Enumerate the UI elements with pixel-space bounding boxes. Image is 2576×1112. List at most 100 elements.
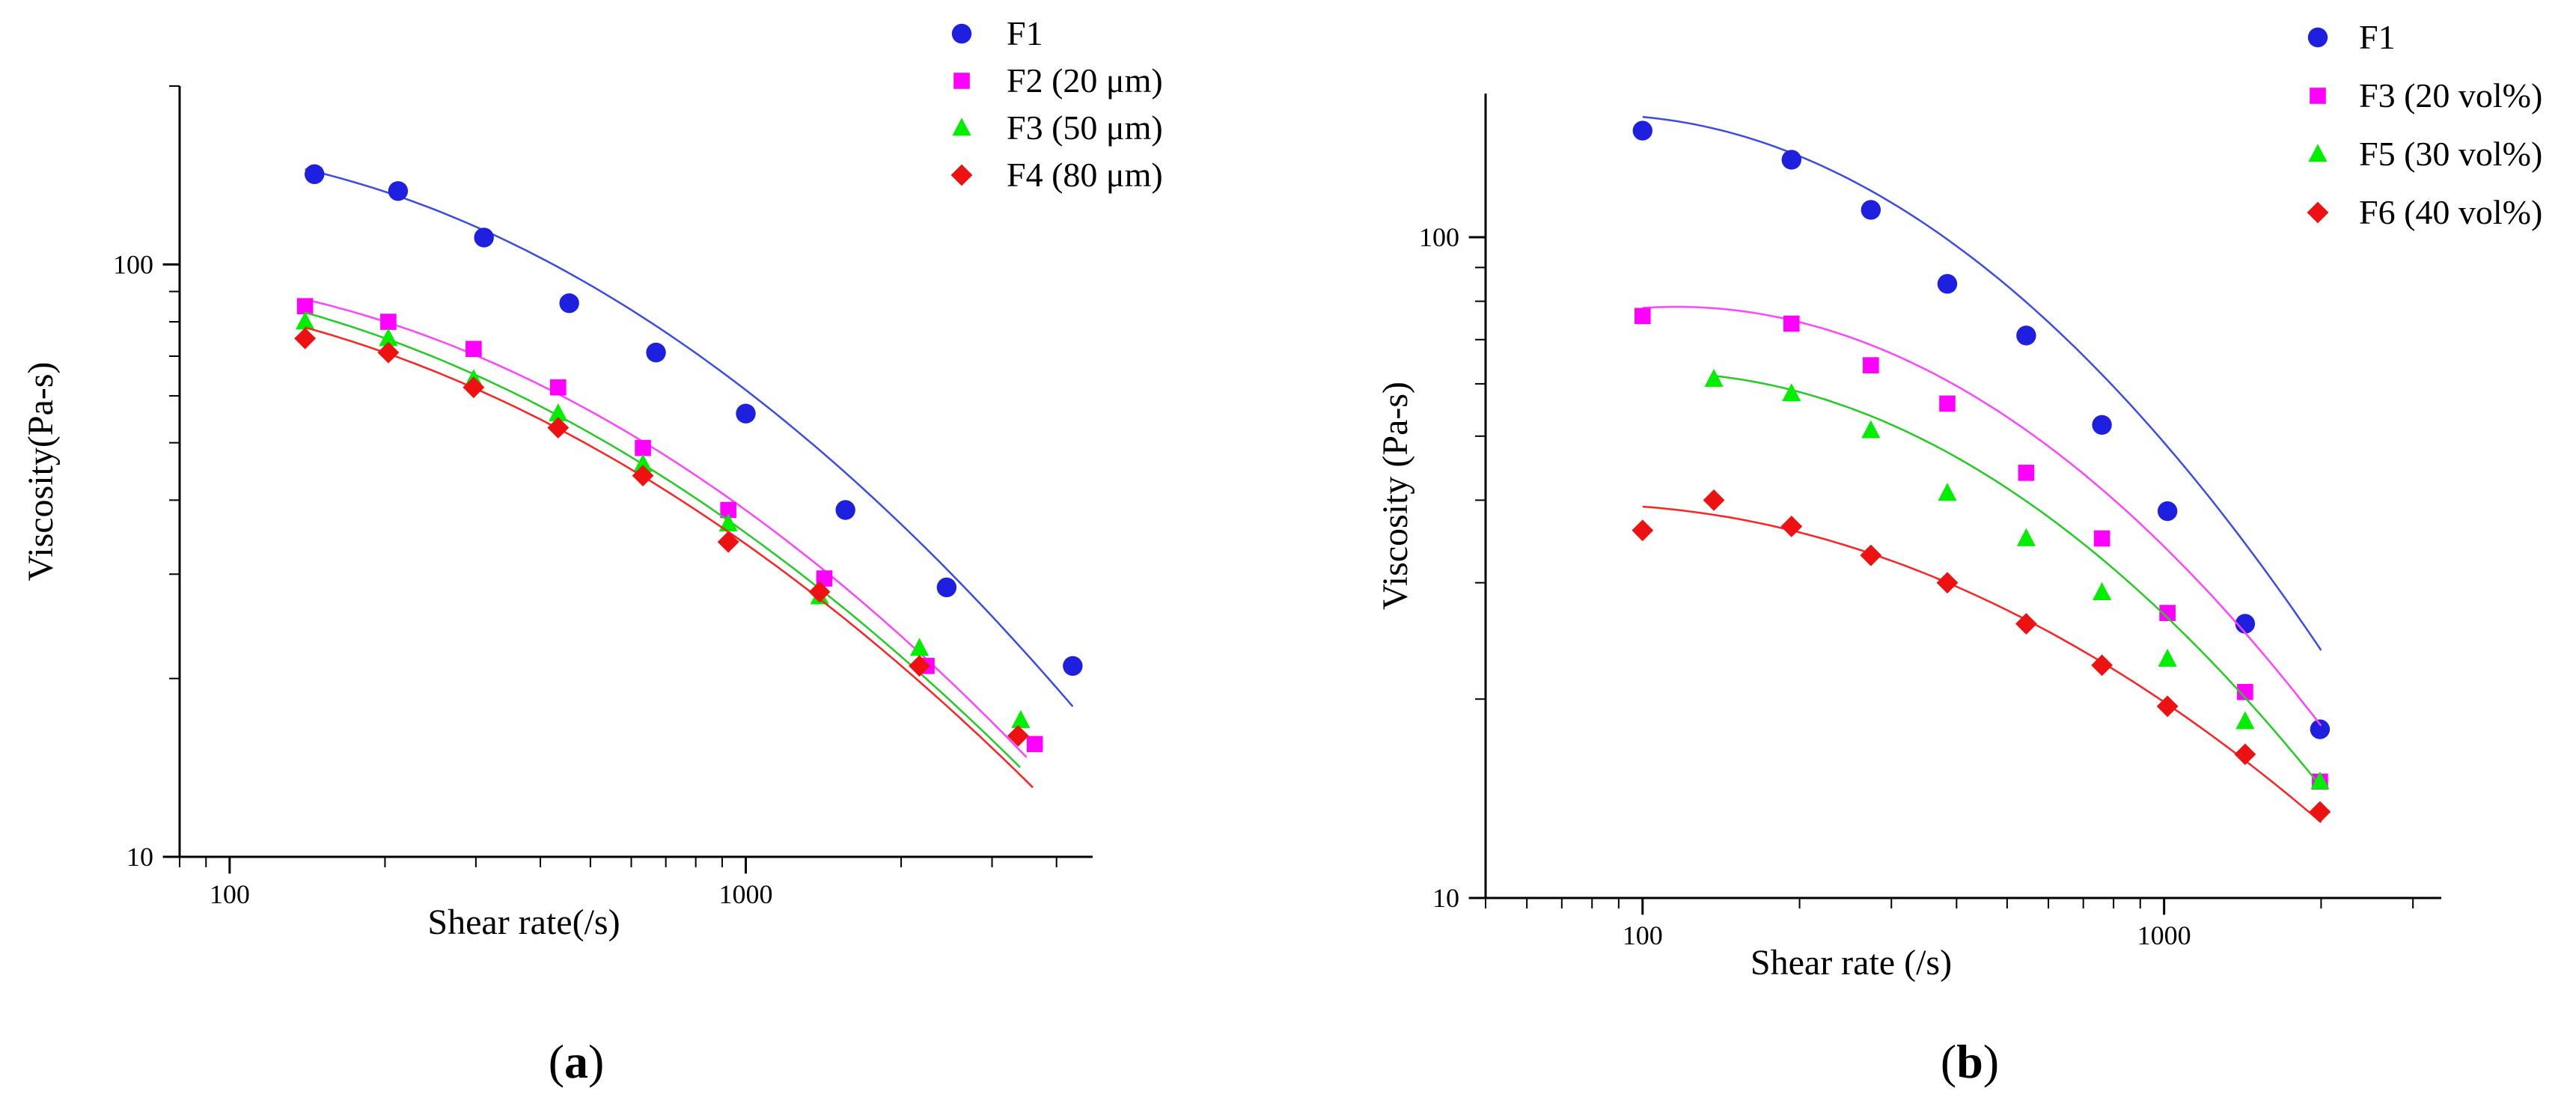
legend-label: F2 (20 μm) [1007, 61, 1163, 100]
legend-label: F1 [1007, 14, 1043, 52]
data-point-diamond [1007, 725, 1029, 747]
panel-label: (b) [1941, 1035, 1999, 1088]
y-axis-title: Viscosity(Pa-s) [21, 361, 61, 581]
panel-letter: b [1956, 1035, 1983, 1088]
data-point-square [296, 298, 314, 314]
data-point-diamond [294, 327, 317, 349]
data-point-triangle [2235, 711, 2255, 730]
data-point-circle [474, 227, 494, 248]
data-point-diamond [909, 655, 930, 677]
data-point-triangle [1782, 383, 1801, 402]
data-point-square [1939, 395, 1956, 412]
fit-curve-diamond [1642, 505, 2322, 823]
data-point-triangle [2093, 582, 2112, 600]
data-point-triangle [633, 453, 653, 472]
legend-marker-circle [2307, 27, 2328, 48]
data-point-square [1783, 315, 1800, 332]
data-point-circle [1063, 656, 1083, 676]
data-point-diamond [717, 531, 739, 553]
data-point-square [720, 501, 736, 519]
data-point-square [2237, 683, 2253, 700]
data-point-circle [559, 293, 579, 314]
x-axis-title: Shear rate(/s) [427, 902, 620, 942]
data-point-triangle [1011, 709, 1031, 728]
data-point-square [635, 439, 651, 456]
fit-curve-triangle [1713, 374, 2322, 788]
data-point-square [466, 340, 482, 358]
legend-marker-triangle [952, 117, 971, 136]
legend-label: F3 (50 μm) [1007, 109, 1163, 147]
data-point-circle [835, 500, 855, 520]
data-point-circle [2092, 415, 2112, 435]
fit-curve-circle [305, 168, 1074, 707]
data-point-triangle [718, 513, 738, 532]
legend-marker-triangle [2308, 144, 2328, 162]
legend-label: F3 (20 vol%) [2359, 76, 2542, 114]
data-point-square [2159, 605, 2176, 621]
data-point-square [1634, 308, 1651, 325]
data-point-diamond [1632, 519, 1654, 542]
data-point-triangle [379, 328, 398, 346]
data-point-circle [1861, 200, 1881, 220]
data-point-diamond [463, 376, 485, 399]
data-point-diamond [1703, 489, 1725, 511]
chart-panel-a: 100 1000 10 100 Shear rate(/s) Viscosity(Pa-s… [21, 14, 1163, 1088]
data-point-diamond [2156, 695, 2179, 718]
legend-label: F1 [2359, 18, 2396, 56]
data-point-circle [936, 577, 957, 598]
chart-panel-b: 100 1000 10 100 Shear rate (/s) Viscosity (Pa… [1376, 18, 2542, 1088]
x-tick-label: 100 [210, 879, 250, 909]
data-point-circle [388, 181, 409, 201]
data-point-triangle [549, 403, 568, 421]
x-tick-label: 1000 [2137, 920, 2191, 950]
data-point-diamond [2091, 654, 2113, 676]
fit-curve-circle [1642, 116, 2322, 651]
x-tick-label: 100 [1623, 920, 1663, 950]
data-point-circle [646, 342, 666, 363]
data-point-triangle [1861, 420, 1881, 439]
legend-label: F5 (30 vol%) [2359, 135, 2542, 173]
fit-curve-square [1642, 305, 2322, 727]
data-point-diamond [808, 581, 831, 603]
data-point-diamond [547, 417, 570, 439]
legend-marker-circle [951, 23, 972, 44]
data-point-square [2093, 530, 2110, 547]
data-point-circle [304, 164, 325, 184]
data-point-square [549, 379, 567, 396]
legend-marker-square [953, 73, 970, 89]
legend-label: F4 (80 μm) [1007, 156, 1163, 194]
x-tick-label: 1000 [718, 879, 772, 909]
data-point-circle [2310, 719, 2331, 739]
data-point-circle [736, 403, 756, 424]
data-point-triangle [1704, 368, 1724, 387]
data-point-square [2018, 465, 2035, 481]
y-tick-label: 100 [113, 249, 153, 279]
data-point-triangle [2310, 771, 2330, 789]
data-point-diamond [2234, 743, 2256, 766]
legend-marker-diamond [950, 164, 973, 186]
legend-label: F6 (40 vol%) [2359, 193, 2542, 231]
data-point-circle [1781, 150, 1801, 170]
data-point-diamond [1860, 544, 1882, 566]
fit-curve-triangle [305, 311, 1021, 769]
panel-label: (a) [549, 1035, 605, 1088]
data-point-triangle [909, 638, 930, 656]
legend-marker-square [2310, 88, 2326, 104]
data-point-triangle [2158, 648, 2177, 667]
data-point-triangle [2016, 528, 2036, 546]
y-tick-label: 10 [1432, 883, 1459, 913]
x-axis-title: Shear rate (/s) [1751, 943, 1952, 983]
data-point-diamond [2015, 613, 2037, 635]
fit-curve-square [305, 298, 1028, 758]
legend-marker-diamond [2307, 201, 2329, 224]
data-point-diamond [632, 465, 654, 486]
fit-curve-diamond [305, 326, 1034, 789]
data-point-diamond [2309, 801, 2331, 823]
y-tick-label: 100 [1419, 222, 1459, 252]
data-point-diamond [377, 341, 400, 364]
data-point-square [1026, 736, 1043, 753]
data-point-diamond [1780, 516, 1803, 537]
data-point-circle [2016, 326, 2036, 346]
